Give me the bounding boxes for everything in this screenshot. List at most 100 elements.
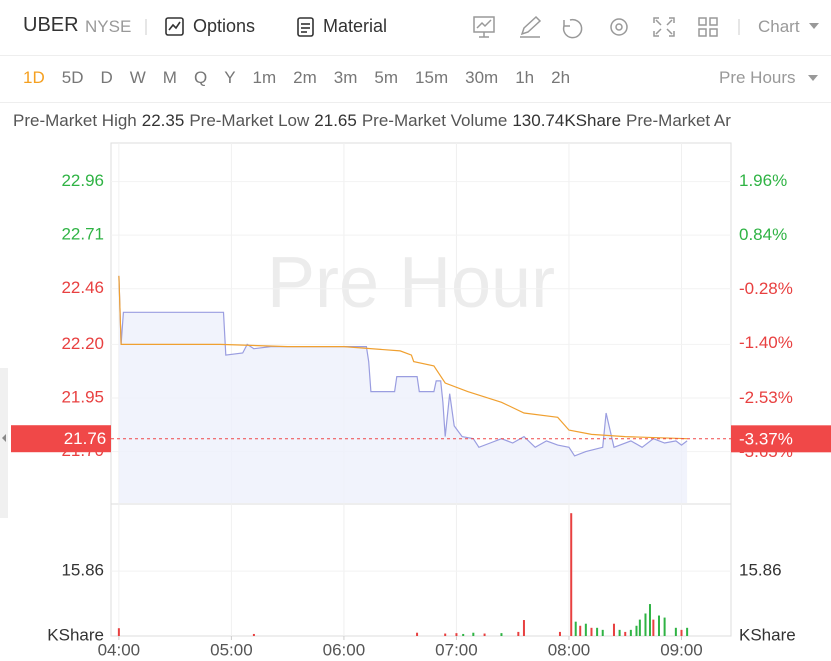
timeframe-button[interactable]: 3m: [333, 68, 358, 87]
x-tick-label: 06:00: [323, 640, 366, 659]
separator: [738, 19, 740, 35]
volume-bar: [522, 620, 525, 636]
y2-tick-label: 15.86: [739, 561, 782, 580]
volume-bar: [644, 613, 647, 636]
layout-icon[interactable]: [698, 17, 718, 37]
timeframe-bar: 1D 5D D W M Q Y 1m 2m 3m 5m 15m 30m 1h 2h Pre Hours: [0, 56, 831, 103]
current-change-label: -3.37%: [739, 429, 793, 448]
y2-tick-label: -2.53%: [739, 388, 793, 407]
volume-bar: [629, 629, 632, 636]
volume-bar: [558, 631, 561, 636]
timeframe-button[interactable]: 5D: [61, 68, 84, 87]
session-menu[interactable]: Pre Hours: [719, 68, 796, 87]
timeframe-button[interactable]: 1h: [515, 68, 535, 87]
y-tick-label: 22.71: [61, 225, 104, 244]
volume-bar: [635, 625, 638, 636]
price-line: [118, 275, 688, 457]
x-tick-label: 08:00: [548, 640, 591, 659]
volume-bar: [570, 513, 573, 636]
timeframe-button[interactable]: 2m: [293, 68, 317, 87]
x-tick-label: 05:00: [210, 640, 253, 659]
volume-bar: [596, 627, 599, 636]
fullscreen-icon[interactable]: [653, 17, 675, 37]
volume-bar: [624, 631, 627, 636]
y-tick-label: 21.95: [61, 387, 104, 406]
header: UBER NYSE Options Material Chart: [0, 0, 831, 56]
volume-bar: [652, 619, 655, 636]
timeframe-button[interactable]: 5m: [374, 68, 399, 87]
timeframe-button[interactable]: Y: [224, 68, 236, 87]
y2-tick-label: -1.40%: [739, 333, 793, 352]
dropdown-arrow: [808, 75, 818, 81]
timeframe-button[interactable]: 1D: [23, 68, 45, 87]
timeframe-button[interactable]: W: [129, 68, 146, 87]
reset-icon[interactable]: [562, 18, 583, 39]
settings-icon[interactable]: [610, 18, 628, 36]
volume-bar: [462, 633, 465, 636]
options-button[interactable]: Options: [193, 16, 256, 36]
timeframe-button[interactable]: Q: [193, 68, 208, 87]
timeframe-button[interactable]: D: [100, 68, 113, 87]
side-handle[interactable]: [0, 368, 8, 518]
volume-bar: [455, 633, 458, 636]
volume-bar: [657, 615, 660, 636]
y2-tick-label: 1.96%: [739, 171, 787, 190]
volume-bar: [444, 633, 447, 636]
volume-bar: [574, 621, 577, 636]
timeframe-button[interactable]: M: [162, 68, 177, 87]
volume-bar: [638, 619, 641, 636]
dropdown-arrow: [809, 23, 819, 29]
exchange: NYSE: [85, 17, 132, 36]
volume-bar: [483, 633, 486, 636]
current-price-box: [11, 425, 111, 453]
timeframe-button[interactable]: 15m: [415, 68, 449, 87]
timeframe-button[interactable]: 30m: [465, 68, 499, 87]
chart-menu[interactable]: Chart: [758, 17, 800, 36]
stat-label: Pre-Market Low: [189, 111, 310, 130]
volume-bar: [517, 631, 520, 636]
y2-unit-label: KShare: [739, 625, 796, 644]
timeframe-list: 1D 5D D W M Q Y 1m 2m 3m 5m 15m 30m 1h 2h: [23, 68, 570, 88]
y-tick-label: 15.86: [61, 561, 104, 580]
separator: [145, 19, 147, 35]
indicator-icon[interactable]: [473, 16, 495, 38]
stat-value: 130.74KShare: [512, 111, 622, 130]
y-tick-label: 22.96: [61, 171, 104, 190]
volume-bar: [601, 629, 604, 636]
side-handle-arrow: [2, 434, 6, 442]
volume-bar: [500, 633, 503, 636]
y2-tick-label: -0.28%: [739, 279, 793, 298]
stat-value: 21.65: [314, 111, 357, 130]
volume-bar: [117, 628, 120, 636]
y-unit-label: KShare: [47, 625, 104, 644]
symbol: UBER: [23, 14, 79, 36]
price-area: [118, 275, 688, 503]
stat-label: Pre-Market Volume: [361, 111, 508, 130]
volume-bar: [416, 632, 419, 636]
volume-bar: [663, 617, 666, 636]
volume-bar: [584, 623, 587, 636]
timeframe-button[interactable]: 1m: [252, 68, 277, 87]
plot-frame: [110, 142, 732, 637]
material-button[interactable]: Material: [323, 16, 388, 36]
volume-bar: [579, 625, 582, 636]
y-tick-label: 22.46: [61, 278, 104, 297]
draw-icon[interactable]: [520, 15, 542, 38]
x-tick-label: 09:00: [660, 640, 703, 659]
timeframe-button[interactable]: 2h: [551, 68, 571, 87]
stat-value: 22.35: [141, 111, 185, 130]
stat-label: Pre-Market High: [13, 111, 137, 130]
volume-bar: [648, 604, 651, 636]
current-change-box: [731, 425, 831, 453]
options-icon[interactable]: [164, 16, 186, 38]
volume-bar: [612, 623, 615, 636]
material-icon[interactable]: [295, 16, 317, 38]
toolbar-icons: [473, 15, 718, 39]
x-tick-label: 04:00: [98, 640, 141, 659]
volume-bar: [618, 629, 621, 636]
volume-bar: [686, 627, 689, 636]
current-price-label: 21.76: [64, 429, 107, 448]
watermark: Pre Hour: [267, 243, 555, 323]
